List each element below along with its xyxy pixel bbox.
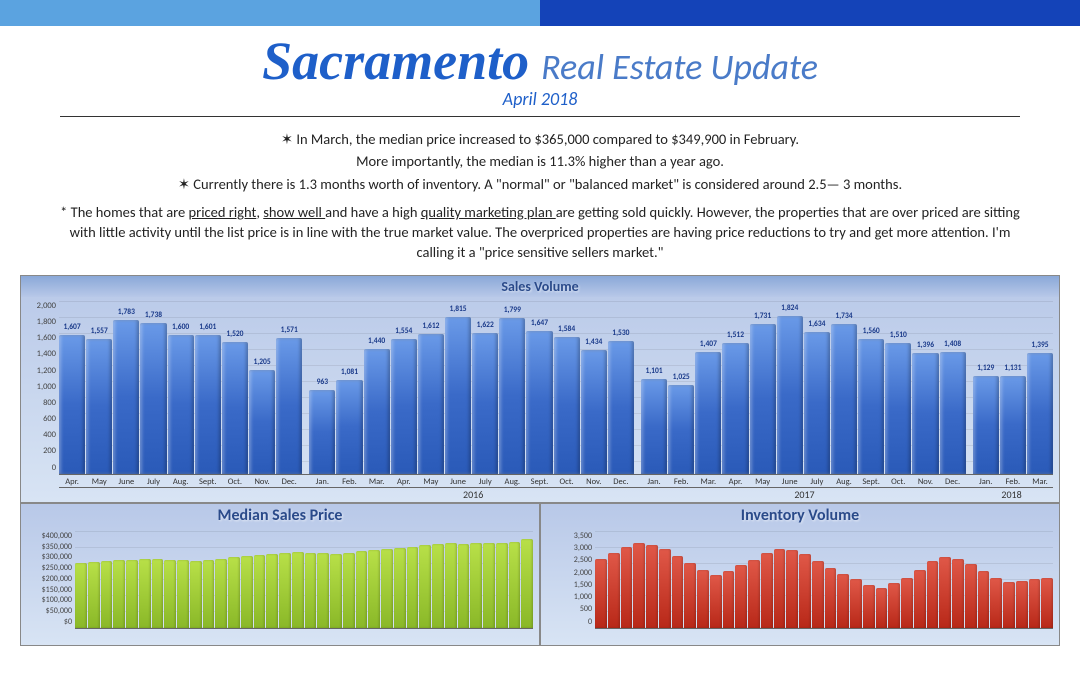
title-tagline: Real Estate Update (541, 45, 818, 89)
median-bars (75, 531, 533, 629)
sales-volume-chart: Sales Volume 2,0001,8001,6001,4001,2001,… (20, 275, 1060, 503)
median-y-axis: $400,000$350,000$300,000$250,000$200,000… (27, 531, 75, 629)
median-price-chart: Median Sales Price $400,000$350,000$300,… (20, 503, 540, 646)
subtitle-date: April 2018 (20, 88, 1060, 110)
header-topbar (0, 0, 1080, 26)
bullet-1b: More importantly, the median is 11.3% hi… (356, 152, 724, 170)
inventory-title: Inventory Volume (541, 504, 1059, 527)
title-city: Sacramento (262, 31, 529, 91)
header: Sacramento Real Estate Update April 2018 (20, 26, 1060, 110)
inventory-bars (595, 531, 1053, 629)
inventory-chart: Inventory Volume 3,5003,0002,5002,0001,5… (540, 503, 1060, 646)
sales-x-axis: Apr.MayJuneJulyAug.Sept.Oct.Nov.Dec.Jan.… (21, 475, 1059, 487)
bullet-1: In March, the median price increased to … (296, 130, 799, 148)
inventory-y-axis: 3,5003,0002,5002,0001,5001,0005000 (547, 531, 595, 629)
header-rule (60, 116, 1020, 117)
bullets: In March, the median price increased to … (20, 123, 1060, 269)
median-title: Median Sales Price (21, 504, 539, 527)
bullet-2: Currently there is 1.3 months worth of i… (193, 175, 902, 193)
sales-bars: 1,6071,5571,7831,7381,6001,6011,5201,205… (59, 301, 1053, 475)
sales-title: Sales Volume (21, 276, 1059, 297)
sales-y-axis: 2,0001,8001,6001,4001,2001,0008006004002… (27, 301, 59, 475)
